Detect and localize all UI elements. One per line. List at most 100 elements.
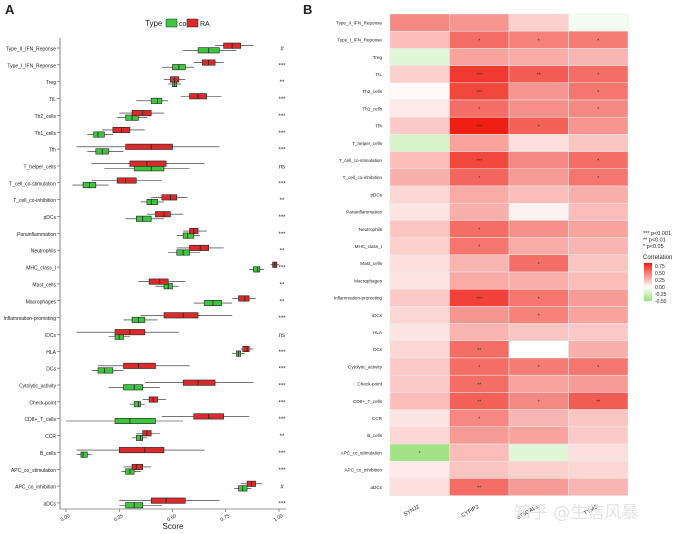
heatmap-row-th1-cells: Th1_cells * * (362, 99, 629, 118)
y-tick-label: pDCs (43, 215, 56, 221)
y-tick-label: Inflammation-promoting (3, 316, 56, 322)
heat-cell-type-ii-ifn-reponse-cyfip2 (449, 13, 510, 32)
heat-cell-cd8-t-cells-synj2 (389, 392, 450, 410)
heatmap-row-mhc-class-i: MHC_class_I * (355, 237, 629, 256)
significance-key-item: * p<0.05 (643, 244, 664, 250)
significance-star: * (597, 159, 599, 165)
row-label: Parainflammation (346, 210, 382, 215)
watermark-text: 知乎 @生信风暴 (514, 503, 639, 523)
legend-swatch-con (165, 18, 178, 28)
heat-cell-t-cell-co-inhibition-st6gal1 (508, 168, 569, 187)
significance-star: *** (476, 73, 482, 79)
heat-cell-treg-synj2 (389, 48, 450, 66)
y-tick-label: Macrophages (26, 299, 57, 305)
row-label: Check-point (357, 382, 382, 387)
significance-star: * (538, 124, 540, 130)
box-row-cytolytic-activity: Cytolytic_activity *** (19, 379, 286, 391)
box-row-type-ii-ifn-reponse: Type_II_IFN_Reponse # (6, 42, 284, 54)
box-row-treg: Treg ** (46, 76, 285, 88)
legend-label-con: con (179, 21, 190, 28)
boxplot-chart: Type con RA Type_II_IFN_Reponse # Type_I_I… (3, 18, 286, 531)
y-tick-label: Parainflammation (17, 232, 56, 238)
significance-label: ** (280, 299, 285, 305)
y-tick-label: Th1_cells (35, 131, 57, 137)
box-row-dcs: DCs *** (46, 362, 286, 374)
y-tick-label: iDCs (45, 333, 56, 339)
y-tick-label: Check-point (29, 400, 56, 406)
significance-label: *** (278, 131, 286, 137)
significance-label: ** (280, 198, 285, 204)
significance-star: *** (476, 90, 482, 96)
heat-cell-b-cells-st6gal1 (508, 426, 569, 445)
heatmap-row-idcs: iDCs * (372, 306, 629, 324)
x-tick-label: 0.00 (60, 513, 72, 523)
box-row-neutrophils: Neutrophils ** (31, 244, 285, 256)
y-tick-label: Type_II_IFN_Reponse (6, 47, 56, 53)
significance-label: *** (278, 501, 286, 507)
box-con-t-cell-co-inhibition (146, 198, 158, 205)
heat-cell-macrophages-cyfip2 (449, 271, 510, 290)
box-row-inflammation-promoting: Inflammation-promoting *** (3, 312, 286, 323)
box-row-macrophages: Macrophages ** (26, 295, 285, 307)
heat-cell-adcs-tyms (568, 478, 629, 496)
row-label: Neutrophils (359, 227, 383, 232)
box-con-th1-cells (93, 131, 105, 138)
row-label: Inflammation-promoting (334, 296, 383, 301)
box-row-th2-cells: Th2_cells *** (35, 110, 286, 121)
heatmap-row-pdcs: pDCs (371, 185, 629, 204)
heatmap-row-neutrophils: Neutrophils * (359, 220, 629, 238)
heat-cell-tfh-tyms (568, 116, 629, 135)
heat-cell-th2-cells-synj2 (389, 82, 450, 101)
heat-cell-t-helper-cells-synj2 (389, 134, 450, 152)
heat-cell-treg-st6gal1 (508, 48, 569, 66)
heat-cell-treg-cyfip2 (449, 48, 510, 66)
row-label: APC_co_stimulation (341, 450, 383, 455)
box-ra-tfh (125, 143, 173, 150)
box-ra-t-cell-co-stimulation (116, 177, 137, 184)
heat-cell-th1-cells-synj2 (389, 99, 450, 118)
significance-star: * (597, 73, 599, 79)
heatmap-row-adcs: aDCs ** (371, 478, 629, 496)
significance-star: *** (476, 124, 482, 130)
heat-cell-t-cell-co-inhibition-synj2 (389, 168, 450, 187)
panel-b-letter: B (303, 2, 313, 17)
row-label: TIL (375, 72, 382, 77)
box-row-cd8-t-cells: CD8+_T_cells *** (24, 413, 286, 424)
heat-cell-dcs-synj2 (389, 340, 450, 359)
row-label: iDCs (372, 313, 383, 318)
colorbar-tick-label: -0.50 (655, 299, 667, 305)
row-label: Mast_cells (360, 261, 382, 266)
significance-label: *** (278, 468, 286, 474)
heatmap-row-treg: Treg (373, 48, 629, 66)
colorbar-tick-label: 0.50 (655, 271, 665, 277)
row-label: CD8+_T_cells (353, 399, 383, 404)
box-con-mhc-class-i (253, 266, 261, 273)
box-ra-neutrophils (189, 244, 210, 251)
colorbar-title: Correlation (643, 255, 672, 261)
box-row-b-cells: B_cells *** (40, 447, 286, 458)
box-row-apc-co-inhibition: APC_co_inhibition # (15, 480, 284, 492)
box-ra-t-helper-cells (129, 160, 167, 167)
x-tick-label: 0.75 (220, 513, 232, 523)
row-label: aDCs (371, 485, 383, 490)
y-tick-label: T_helper_cells (23, 164, 56, 170)
significance-star: * (538, 296, 540, 302)
y-tick-label: T_cell_co-stimulation (9, 181, 56, 187)
box-con-parainflammation (182, 232, 195, 239)
box-ra-macrophages (238, 295, 250, 302)
heat-cell-ccr-tyms (568, 409, 629, 428)
significance-label: *** (278, 367, 286, 373)
significance-label: *** (278, 97, 286, 103)
heat-cell-til-synj2 (389, 65, 450, 84)
box-row-t-cell-co-inhibition: T_cell_co-inhibition ** (13, 194, 285, 205)
heat-cell-apc-co-stimulation-cyfip2 (449, 443, 510, 462)
heatmap-row-til: TIL *** ** * (375, 65, 629, 84)
box-con-dcs (97, 367, 114, 374)
box-ra-inflammation-promoting (163, 312, 199, 319)
heatmap-row-type-i-ifn-reponse: Type_I_IFN_Reponse * * * (337, 30, 629, 49)
significance-star: * (538, 400, 540, 406)
box-row-check-point: Check-point *** (29, 396, 286, 408)
significance-label: *** (278, 417, 286, 423)
row-label: DCs (373, 347, 383, 352)
heat-cell-tfh-synj2 (389, 116, 450, 135)
